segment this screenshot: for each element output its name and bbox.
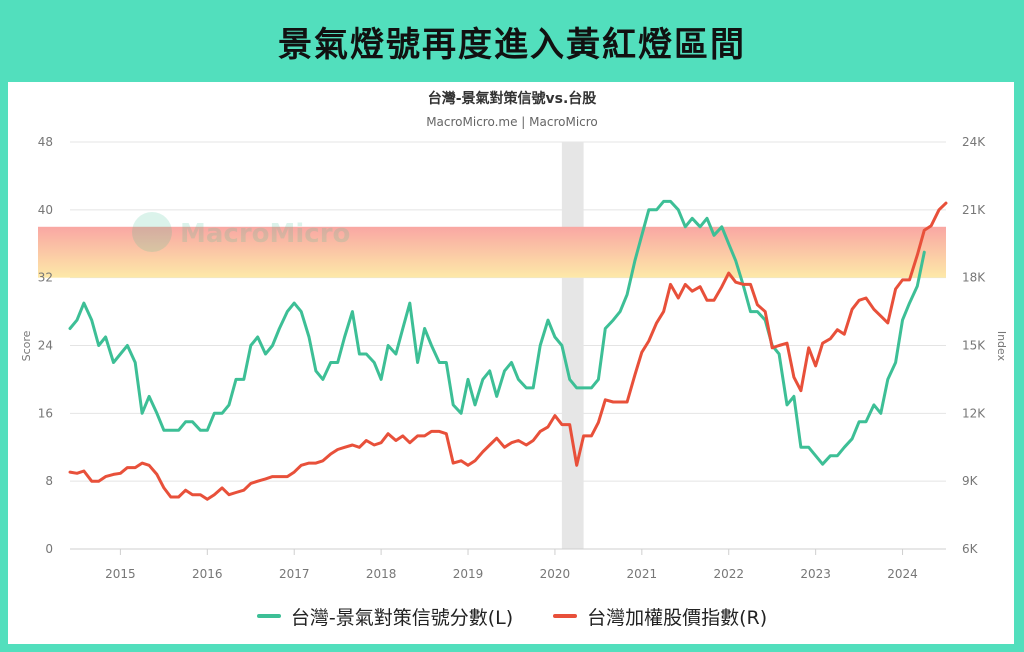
x-tick-label-5: 2020 bbox=[540, 567, 571, 581]
legend-item-index[interactable]: 台灣加權股價指數(R) bbox=[553, 603, 767, 630]
y-axis-title: Score bbox=[20, 330, 33, 361]
banner: 景氣燈號再度進入黃紅燈區間 bbox=[0, 0, 1024, 82]
y2-tick-label-6: 24K bbox=[962, 135, 986, 149]
y2-axis-title: Index bbox=[995, 331, 1008, 362]
x-tick-label-1: 2016 bbox=[192, 567, 223, 581]
legend-swatch-index bbox=[553, 614, 578, 618]
y-tick-label-2: 16 bbox=[38, 406, 53, 420]
x-tick-label-2: 2017 bbox=[279, 567, 310, 581]
y2-tick-label-2: 12K bbox=[962, 406, 986, 420]
series-line-0 bbox=[68, 199, 926, 466]
x-tick-label-0: 2015 bbox=[105, 567, 136, 581]
y-tick-label-4: 32 bbox=[38, 271, 53, 285]
legend-label-index: 台灣加權股價指數(R) bbox=[587, 606, 768, 629]
watermark: MacroMicro bbox=[132, 212, 350, 252]
y2-tick-label-5: 21K bbox=[962, 203, 986, 217]
highlight-band bbox=[38, 226, 946, 278]
y-tick-label-1: 8 bbox=[45, 474, 53, 488]
x-tick-label-9: 2024 bbox=[887, 567, 918, 581]
y-tick-label-3: 24 bbox=[38, 339, 53, 353]
legend-item-score[interactable]: 台灣-景氣對策信號分數(L) bbox=[256, 603, 514, 630]
y2-tick-label-4: 18K bbox=[962, 271, 986, 285]
chart-title: 台灣-景氣對策信號vs.台股 bbox=[428, 90, 598, 107]
shaded-region bbox=[561, 142, 584, 549]
y-tick-label-6: 48 bbox=[38, 135, 53, 149]
watermark-logo-icon bbox=[132, 212, 172, 252]
y2-tick-label-1: 9K bbox=[962, 474, 979, 488]
y-tick-label-0: 0 bbox=[45, 542, 53, 556]
legend-swatch-score bbox=[256, 614, 281, 618]
series-line-1 bbox=[68, 201, 948, 501]
x-tick-label-3: 2018 bbox=[366, 567, 397, 581]
legend-label-score: 台灣-景氣對策信號分數(L) bbox=[290, 606, 514, 629]
chart-subtitle: MacroMicro.me | MacroMicro bbox=[426, 115, 598, 129]
y2-tick-label-0: 6K bbox=[962, 542, 979, 556]
x-tick-label-7: 2022 bbox=[713, 567, 744, 581]
y-tick-label-5: 40 bbox=[38, 203, 53, 217]
x-tick-label-6: 2021 bbox=[627, 567, 658, 581]
legend: 台灣-景氣對策信號分數(L) 台灣加權股價指數(R) bbox=[0, 596, 1024, 636]
x-tick-label-8: 2023 bbox=[800, 567, 831, 581]
banner-title: 景氣燈號再度進入黃紅燈區間 bbox=[278, 24, 746, 65]
watermark-text: MacroMicro bbox=[180, 219, 350, 249]
x-tick-label-4: 2019 bbox=[453, 567, 484, 581]
y2-tick-label-3: 15K bbox=[962, 339, 986, 353]
